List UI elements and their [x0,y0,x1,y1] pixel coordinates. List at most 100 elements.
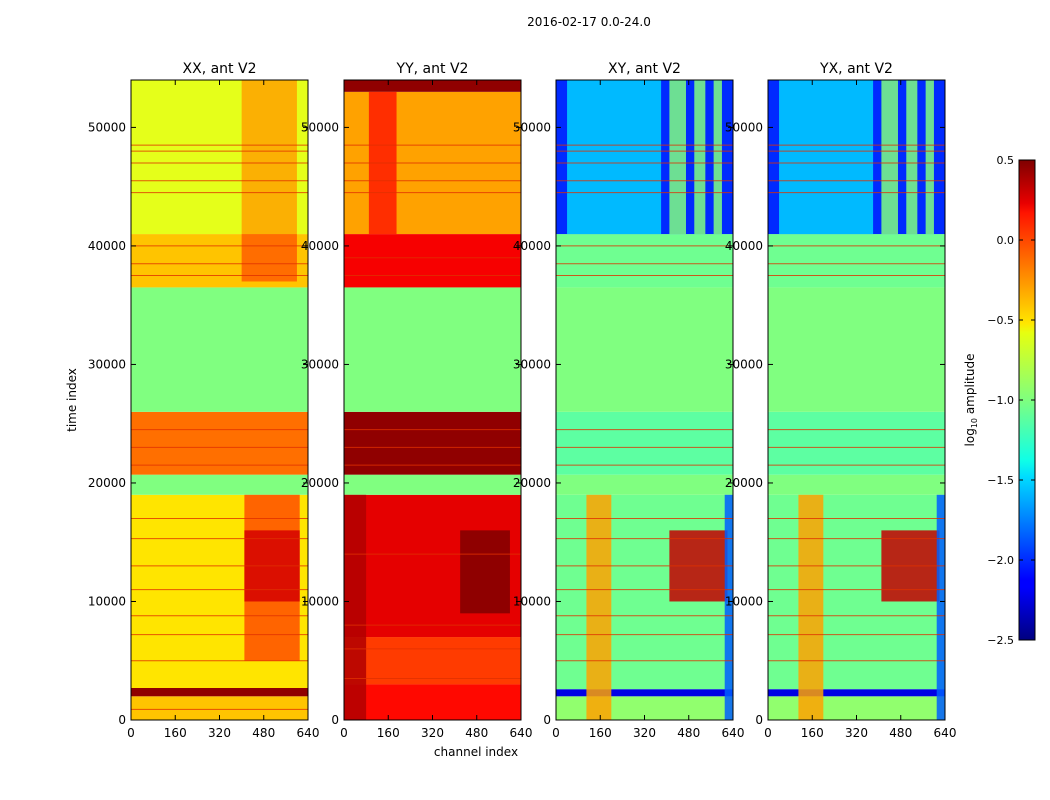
colorbar-tick-label: −1.0 [987,394,1014,407]
y-tick-label: 10000 [88,594,126,608]
figure-suptitle: 2016-02-17 0.0-24.0 [527,15,651,29]
y-tick-label: 50000 [301,120,339,134]
colorbar-label-sub: 10 [970,418,979,428]
heatmap-image [131,80,308,720]
heatmap-channel-feature [724,494,733,720]
heatmap-channel-feature [881,80,898,235]
colorbar-tick-label: 0.0 [997,234,1015,247]
heatmap-channel-feature [241,234,297,282]
y-tick-label: 0 [118,713,126,727]
panel-title: YY, ant V2 [396,61,469,77]
heatmap-time-block [344,411,521,475]
heatmap-channel-feature [586,494,612,720]
heatmap-image [344,80,521,720]
panel-title: XY, ant V2 [608,61,681,77]
heatmap-panel: XX, ant V2 0 160 320 480 640 0 10000 20000 30000 4… [88,61,320,740]
colorbar-tick-label: −2.5 [987,634,1014,647]
heatmap-channel-feature [669,80,686,235]
heatmap-time-block [344,80,521,92]
heatmap-time-block [556,411,733,475]
y-tick-label: 20000 [301,476,339,490]
y-tick-label: 0 [543,713,551,727]
heatmap-time-block [344,474,521,495]
heatmap-time-block [344,234,521,288]
y-tick-label: 20000 [725,476,763,490]
colorbar-tick-label: −1.5 [987,474,1014,487]
heatmap-time-block [344,637,521,685]
x-tick-label: 0 [552,726,560,740]
x-tick-label: 640 [722,726,745,740]
heatmap-time-block [556,474,733,495]
heatmap-time-block [131,287,308,412]
x-tick-label: 480 [465,726,488,740]
x-tick-label: 480 [677,726,700,740]
y-tick-label: 40000 [88,239,126,253]
x-tick-label: 160 [164,726,187,740]
heatmap-channel-feature [906,80,918,235]
x-tick-label: 320 [208,726,231,740]
x-tick-label: 640 [510,726,533,740]
heatmap-time-block [556,234,733,288]
x-tick-label: 480 [252,726,275,740]
heatmap-time-block [556,689,733,697]
panel-title: XX, ant V2 [183,61,257,77]
heatmap-time-block [556,287,733,412]
y-tick-label: 40000 [301,239,339,253]
colorbar: 0.5 0.0 −0.5 −1.0 −1.5 −2.0 −2.5 log10 amplitu… [963,154,1036,647]
heatmap-panel: YX, ant V2 0 160 320 480 640 0 10000 20000 30000 4… [725,61,957,740]
panel-title: YX, ant V2 [819,61,893,77]
heatmap-channel-feature [567,80,662,235]
heatmap-channel-feature [936,494,945,720]
colorbar-tick-label: −0.5 [987,314,1014,327]
y-tick-label: 30000 [301,357,339,371]
heatmap-channel-feature [241,80,297,235]
y-tick-label: 0 [331,713,339,727]
x-tick-label: 640 [297,726,320,740]
colorbar-label-rest: amplitude [963,354,977,418]
heatmap-time-block [768,234,945,288]
x-tick-label: 480 [889,726,912,740]
colorbar-tick-label: 0.5 [997,154,1015,167]
x-tick-label: 0 [340,726,348,740]
x-tick-label: 320 [421,726,444,740]
x-axis-label: channel index [434,745,518,759]
heatmap-panel: YY, ant V2 0 160 320 480 640 0 10000 20000 30000 4… [301,61,533,740]
heatmap-time-block [131,696,308,720]
heatmap-time-block [131,411,308,475]
heatmap-image [556,80,733,720]
heatmap-time-block [131,688,308,697]
heatmap-time-block [768,689,945,697]
heatmap-channel-feature [779,80,874,235]
colorbar-label-main: log [963,428,977,446]
heatmap-panel: XY, ant V2 0 160 320 480 640 0 10000 20000 30000 4… [513,61,745,740]
y-tick-label: 0 [755,713,763,727]
heatmap-channel-feature [460,530,510,614]
y-tick-label: 10000 [301,594,339,608]
y-axis-label: time index [65,368,79,432]
x-tick-label: 320 [633,726,656,740]
heatmap-time-block [768,287,945,412]
heatmap-channel-feature [798,494,824,720]
y-tick-label: 50000 [725,120,763,134]
x-tick-label: 0 [127,726,135,740]
y-tick-label: 50000 [513,120,551,134]
x-tick-label: 160 [589,726,612,740]
heatmap-time-block [131,474,308,495]
x-tick-label: 320 [845,726,868,740]
heatmap-time-block [344,684,521,720]
colorbar-tick-label: −2.0 [987,554,1014,567]
y-tick-label: 40000 [513,239,551,253]
heatmap-channel-feature [713,80,722,235]
y-tick-label: 10000 [725,594,763,608]
heatmap-channel-feature [925,80,934,235]
heatmap-time-block [344,287,521,412]
x-tick-label: 640 [934,726,957,740]
y-tick-label: 30000 [513,357,551,371]
x-tick-label: 0 [764,726,772,740]
heatmap-image [768,80,945,720]
heatmap-time-block [768,474,945,495]
y-tick-label: 50000 [88,120,126,134]
colorbar-label: log10 amplitude [963,354,979,447]
y-tick-label: 20000 [513,476,551,490]
